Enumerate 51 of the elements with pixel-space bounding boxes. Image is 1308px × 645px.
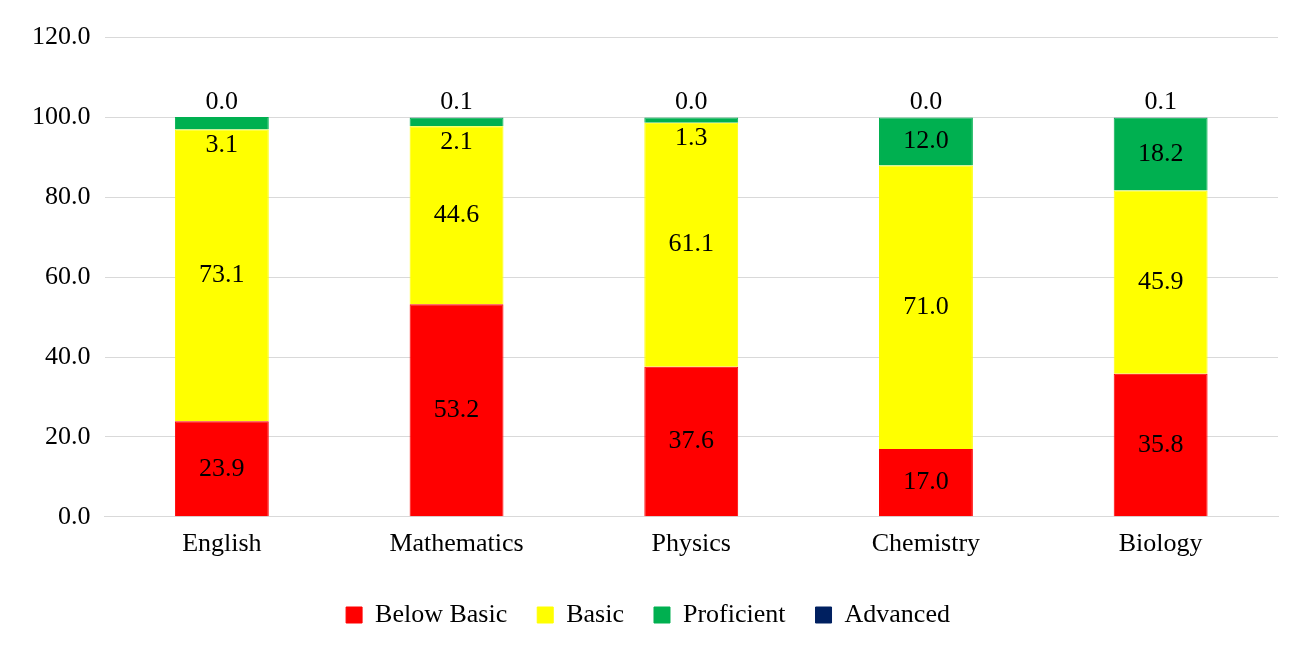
data-label: 3.1 bbox=[205, 129, 239, 159]
bar bbox=[644, 366, 739, 517]
data-label: 0.0 bbox=[675, 86, 708, 116]
legend-label: Proficient bbox=[682, 598, 787, 628]
bar bbox=[644, 117, 739, 123]
data-label: 1.3 bbox=[675, 122, 708, 152]
data-label: 35.8 bbox=[1137, 428, 1184, 458]
x-tick-label: Physics bbox=[651, 528, 731, 558]
data-label: 0.0 bbox=[909, 86, 943, 116]
data-label: 23.9 bbox=[199, 452, 245, 482]
data-label: 37.6 bbox=[668, 425, 714, 455]
data-label: 0.1 bbox=[1144, 86, 1177, 116]
bar bbox=[879, 165, 973, 449]
data-label: 17.0 bbox=[903, 466, 949, 496]
data-label: 45.9 bbox=[1137, 266, 1184, 296]
data-label: 0.1 bbox=[440, 86, 473, 116]
x-tick-label: Biology bbox=[1118, 528, 1203, 558]
y-tick-label: 20.0 bbox=[45, 420, 91, 450]
bar bbox=[879, 117, 973, 166]
x-tick-label: English bbox=[182, 528, 262, 558]
legend-label: Basic bbox=[566, 598, 624, 628]
y-tick-label: 80.0 bbox=[45, 181, 91, 211]
data-label: 73.1 bbox=[199, 259, 245, 289]
data-label: 0.0 bbox=[205, 85, 239, 115]
bar bbox=[409, 117, 504, 127]
bar bbox=[174, 117, 269, 130]
bar bbox=[644, 122, 739, 367]
bar bbox=[1113, 190, 1208, 374]
y-tick-label: 60.0 bbox=[45, 261, 91, 291]
x-tick-label: Chemistry bbox=[871, 528, 981, 558]
data-label: 12.0 bbox=[903, 125, 949, 155]
y-tick-label: 40.0 bbox=[45, 340, 91, 370]
bar bbox=[409, 304, 504, 517]
data-label: 71.0 bbox=[903, 290, 949, 320]
bar bbox=[174, 129, 269, 422]
bar bbox=[1113, 117, 1208, 191]
bar bbox=[879, 448, 973, 517]
bar bbox=[174, 421, 269, 517]
legend-label: Below Basic bbox=[375, 598, 508, 628]
y-tick-label: 100.0 bbox=[32, 101, 91, 131]
data-label: 2.1 bbox=[440, 126, 473, 156]
x-tick-label: Mathematics bbox=[389, 528, 524, 558]
data-label: 44.6 bbox=[433, 199, 480, 229]
data-label: 18.2 bbox=[1137, 138, 1184, 168]
legend-label: Advanced bbox=[844, 598, 950, 628]
y-tick-label: 0.0 bbox=[58, 500, 91, 530]
bar bbox=[409, 126, 504, 305]
data-label: 61.1 bbox=[668, 228, 714, 258]
bar bbox=[1113, 373, 1208, 517]
data-label: 53.2 bbox=[433, 394, 480, 424]
y-tick-label: 120.0 bbox=[32, 21, 91, 51]
